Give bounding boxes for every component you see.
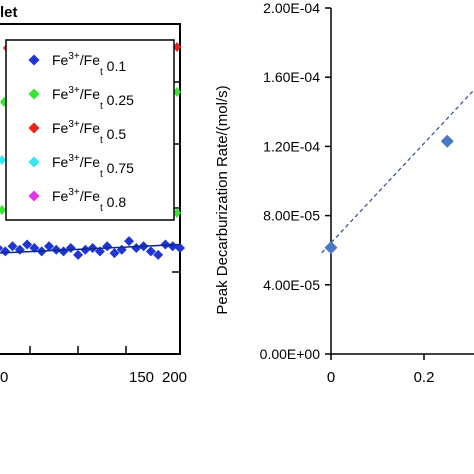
left-point [124,236,135,247]
legend-marker [28,54,40,66]
right-marker-red [173,42,181,52]
right-y-tick-label: 2.00E-04 [263,0,320,16]
left-point [22,239,33,250]
left-trend-line [0,243,181,254]
right-x-tick-label: 0 [327,369,335,386]
right-y-tick-label: 4.00E-05 [263,277,320,293]
right-y-tick-label: 1.60E-04 [263,69,320,85]
left-point [7,241,18,252]
left-point [29,242,40,253]
left-point [102,241,113,252]
partial-marker-green-2 [0,205,6,215]
left-plot-frame [0,23,181,355]
right-point [324,241,338,255]
right-y-tick-label: 1.20E-04 [263,138,320,154]
left-point [175,242,185,253]
right-series [324,134,454,255]
legend-marker [28,88,40,100]
left-title-fragment: let [0,4,18,21]
right-trend-line [321,89,474,254]
left-x-tick-partial: 0 [0,369,8,386]
legend: Fe3+/Fet 0.1 Fe3+/Fet 0.25 Fe3+/Fet 0.5 Fe3… [5,39,175,221]
left-point [43,241,54,252]
left-point [153,249,164,260]
left-point [145,246,156,257]
right-x-ticks: 0 0.2 [327,354,435,386]
left-point [58,246,69,257]
legend-label: Fe3+/Fet 0.25 [52,85,134,112]
right-chart: Peak Decarburization Rate/(mol/s) 0.00E+… [214,0,474,386]
legend-marker [28,156,40,168]
left-point [109,248,120,259]
left-x-tick-200: 200 [162,369,187,386]
right-x-tick-label: 0.2 [414,369,435,386]
right-y-tick-label: 0.00E+00 [260,346,321,362]
right-y-label: Peak Decarburization Rate/(mol/s) [214,85,231,314]
legend-label: Fe3+/Fet 0.1 [52,51,126,78]
right-marker-green-2 [173,208,181,218]
legend-label: Fe3+/Fet 0.8 [52,187,126,214]
left-point [167,241,178,252]
legend-label: Fe3+/Fet 0.5 [52,119,126,146]
legend-marker [28,190,40,202]
right-y-tick-label: 8.00E-05 [263,208,320,224]
left-x-axis-ticks [29,346,127,354]
legend-marker [28,122,40,134]
left-point [73,249,84,260]
legend-label: Fe3+/Fet 0.75 [52,153,134,180]
left-point [131,242,142,253]
partial-marker-cyan [0,155,6,165]
left-chart: let 0 150 200 [0,4,187,386]
left-x-tick-150: 150 [129,369,154,386]
right-point [440,134,454,148]
right-y-ticks: 0.00E+00 4.00E-05 8.00E-05 1.20E-04 1.60E-04… [260,0,331,362]
left-point [0,246,11,257]
left-point [0,244,3,251]
right-marker-green [173,87,181,97]
